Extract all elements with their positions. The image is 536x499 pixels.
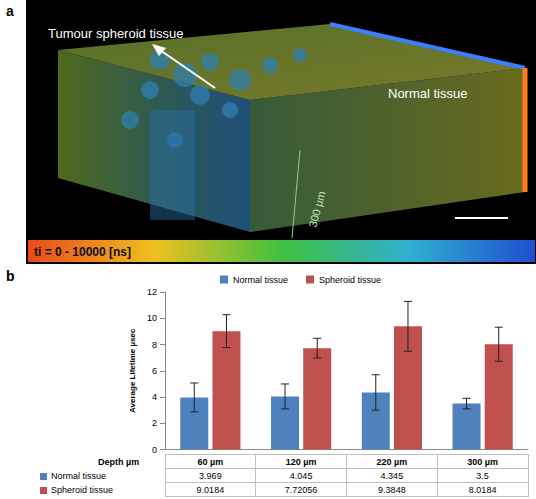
svg-text:Tumour spheroid tissue: Tumour spheroid tissue	[48, 26, 183, 41]
html-text:8.0184: 8.0184	[468, 484, 497, 495]
svg-text:300 µm: 300 µm	[306, 190, 327, 229]
svg-text:Spheroid tissue: Spheroid tissue	[319, 275, 381, 285]
svg-text:ti = 0 - 10000 [ns]: ti = 0 - 10000 [ns]	[34, 245, 131, 259]
html-text:60 µm: 60 µm	[197, 456, 224, 467]
html-text:300 µm: 300 µm	[467, 456, 498, 467]
html-text:Normal tissue: Normal tissue	[51, 470, 106, 481]
svg-text:Average Lifetime µsec: Average Lifetime µsec	[128, 328, 137, 413]
html-text:4.345: 4.345	[380, 470, 404, 481]
svg-text:0: 0	[152, 445, 157, 455]
html-text:9.0184: 9.0184	[196, 484, 225, 495]
html-text:220 µm: 220 µm	[376, 456, 408, 467]
svg-text:Normal tissue: Normal tissue	[233, 275, 288, 285]
svg-text:10: 10	[147, 313, 157, 323]
html-text:Spheroid tissue: Spheroid tissue	[51, 484, 113, 495]
svg-text:8: 8	[152, 340, 157, 350]
svg-text:12: 12	[147, 287, 157, 297]
svg-text:a: a	[6, 3, 14, 19]
html-text:3.5: 3.5	[476, 470, 489, 481]
html-text:b: b	[6, 268, 15, 284]
html-text:Depth µm: Depth µm	[98, 456, 140, 467]
svg-text:2: 2	[152, 418, 157, 428]
svg-text:6: 6	[152, 366, 157, 376]
svg-text:Normal tissue: Normal tissue	[388, 86, 467, 101]
html-text:9.3848: 9.3848	[378, 484, 406, 495]
html-text:4.045: 4.045	[289, 470, 313, 481]
svg-text:4: 4	[152, 392, 157, 402]
html-text:7.72056: 7.72056	[284, 484, 318, 495]
html-text:120 µm: 120 µm	[285, 456, 317, 467]
html-text:3.969: 3.969	[199, 470, 222, 481]
